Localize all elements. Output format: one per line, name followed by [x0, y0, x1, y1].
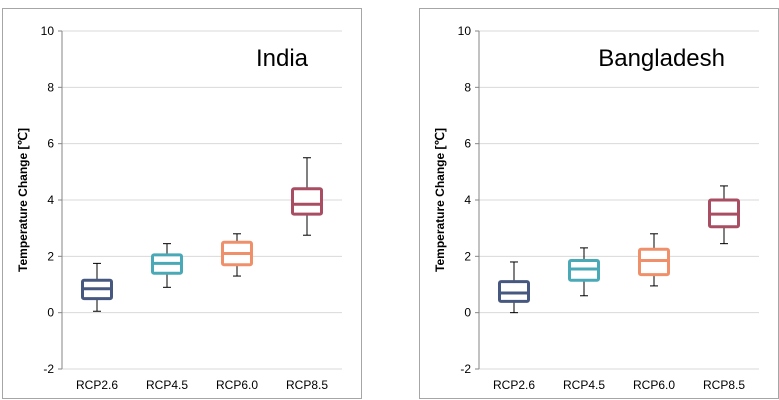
boxplot-india: -2 0 2 4 6 8 10 Temperature Change [℃] India RCP2…: [16, 24, 342, 392]
y-tick-label: 6: [47, 137, 54, 151]
y-axis-title: Temperature Change [℃]: [16, 128, 30, 272]
boxplot-bangladesh: -2 0 2 4 6 8 10 Temperature Change [℃] Banglades…: [433, 24, 759, 392]
chart-title: Bangladesh: [598, 45, 725, 72]
y-axis-title: Temperature Change [℃]: [433, 128, 447, 272]
y-tick-label: 4: [464, 193, 471, 207]
x-tick-label: RCP8.5: [703, 378, 745, 392]
x-tick-label: RCP6.0: [216, 378, 258, 392]
y-tick-label: 6: [464, 137, 471, 151]
y-tick-label: 10: [41, 24, 55, 38]
chart-title: India: [256, 45, 309, 72]
x-tick-label: RCP2.6: [76, 378, 118, 392]
box-rcp8-5: [291, 187, 323, 216]
y-tick-label: 2: [47, 249, 54, 263]
y-tick-label: 0: [464, 306, 471, 320]
y-tick-label: -2: [460, 362, 471, 376]
y-tick-label: 0: [47, 306, 54, 320]
y-tick-label: 10: [458, 24, 472, 38]
x-tick-label: RCP2.6: [493, 378, 535, 392]
chart-panel-bangladesh: -2 0 2 4 6 8 10 Temperature Change [℃] Banglades…: [419, 8, 779, 399]
x-tick-label: RCP8.5: [286, 378, 328, 392]
y-tick-label: 4: [47, 193, 54, 207]
x-tick-label: RCP6.0: [633, 378, 675, 392]
y-tick-label: -2: [43, 362, 54, 376]
x-tick-label: RCP4.5: [563, 378, 605, 392]
y-tick-label: 8: [464, 80, 471, 94]
chart-panel-india: -2 0 2 4 6 8 10 Temperature Change [℃] India RCP2…: [2, 8, 362, 399]
y-tick-label: 2: [464, 249, 471, 263]
y-tick-label: 8: [47, 80, 54, 94]
x-tick-label: RCP4.5: [146, 378, 188, 392]
